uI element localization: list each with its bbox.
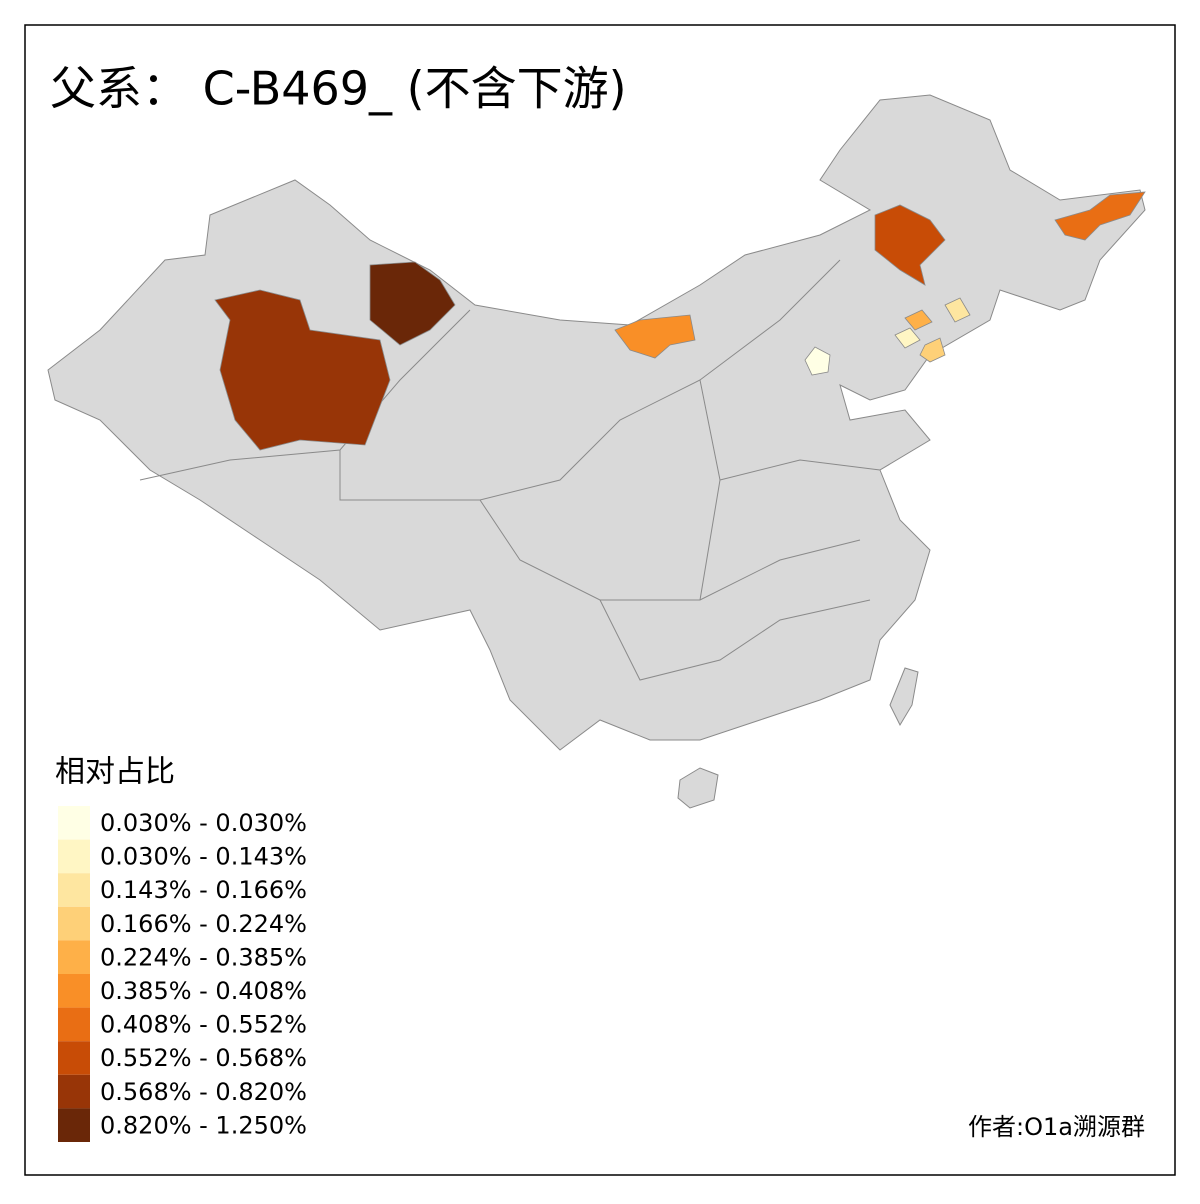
legend-label: 0.552% - 0.568% bbox=[100, 1044, 307, 1072]
region bbox=[894, 327, 921, 349]
region bbox=[1054, 191, 1146, 241]
region bbox=[919, 337, 946, 363]
island bbox=[677, 767, 719, 809]
legend-swatch bbox=[58, 940, 90, 974]
legend: 0.030% - 0.030% 0.030% - 0.143% 0.143% - 0… bbox=[58, 806, 307, 1142]
region bbox=[214, 289, 391, 451]
legend-label: 0.143% - 0.166% bbox=[100, 876, 307, 904]
highlighted-regions bbox=[214, 191, 1146, 451]
legend-label: 0.408% - 0.552% bbox=[100, 1011, 307, 1039]
legend-swatch bbox=[58, 974, 90, 1008]
legend-swatch bbox=[58, 873, 90, 907]
legend-swatch bbox=[58, 1074, 90, 1109]
map bbox=[47, 94, 1146, 809]
island bbox=[889, 667, 919, 727]
legend-label: 0.820% - 1.250% bbox=[100, 1111, 307, 1139]
legend-label: 0.166% - 0.224% bbox=[100, 910, 307, 938]
region bbox=[614, 314, 696, 359]
legend-title: 相对占比 bbox=[55, 755, 175, 790]
map-title: 父系： C-B469_ (不含下游) bbox=[50, 62, 627, 116]
legend-label: 0.224% - 0.385% bbox=[100, 943, 307, 971]
legend-label: 0.030% - 0.030% bbox=[100, 809, 307, 837]
border bbox=[479, 499, 861, 601]
country-outline bbox=[47, 94, 1146, 751]
legend-swatch bbox=[58, 1108, 90, 1142]
border bbox=[599, 599, 871, 681]
credit: 作者:O1a溯源群 bbox=[968, 1113, 1145, 1141]
border bbox=[699, 379, 881, 601]
legend-label: 0.568% - 0.820% bbox=[100, 1078, 307, 1106]
region bbox=[944, 297, 971, 323]
legend-swatch bbox=[58, 839, 90, 874]
province-borders bbox=[139, 259, 881, 681]
region bbox=[904, 309, 933, 331]
region bbox=[804, 346, 831, 376]
legend-swatch bbox=[58, 806, 90, 840]
legend-swatch bbox=[58, 1041, 90, 1075]
region bbox=[369, 261, 456, 346]
border bbox=[339, 259, 841, 501]
legend-label: 0.385% - 0.408% bbox=[100, 977, 307, 1005]
legend-label: 0.030% - 0.143% bbox=[100, 843, 307, 871]
legend-swatch bbox=[58, 906, 90, 941]
legend-swatch bbox=[58, 1007, 90, 1042]
region bbox=[874, 204, 946, 286]
